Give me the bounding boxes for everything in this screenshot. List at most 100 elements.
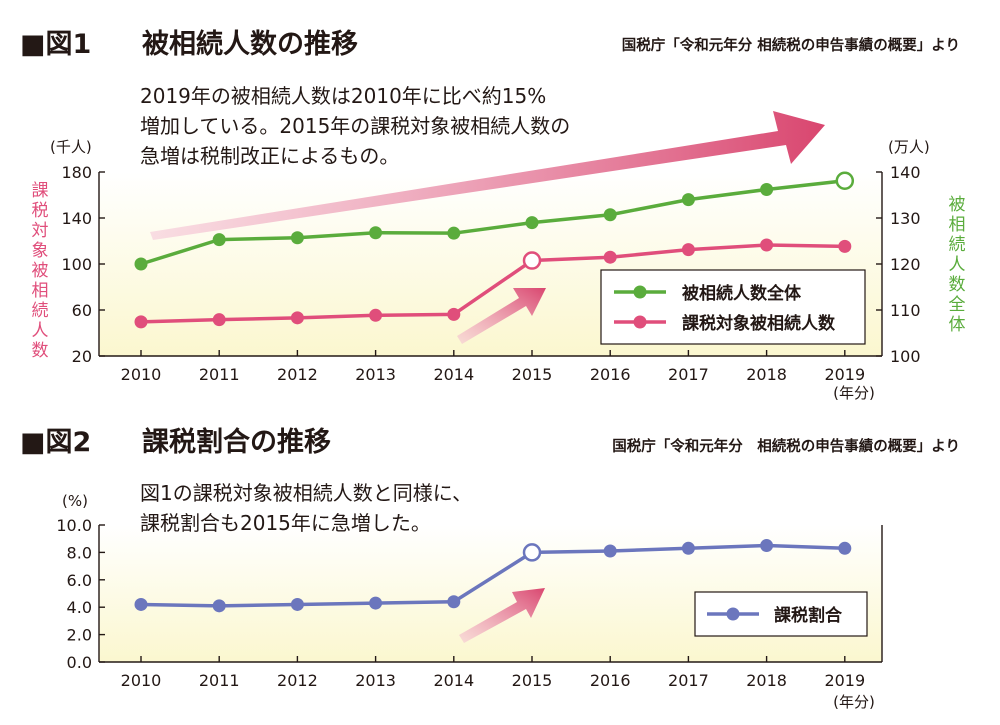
figure-1-series-1-point (369, 308, 383, 322)
figure-1-x-axis-unit: (年分) (833, 384, 875, 402)
figure-2-x-tick-label: 2012 (277, 671, 318, 690)
figure-2-jump-arrow (459, 588, 545, 643)
figure-1-right-tick-label: 120 (890, 255, 921, 274)
legend-marker-overall (633, 285, 647, 299)
figure-2-x-tick-label: 2015 (512, 671, 553, 690)
figure-1-series-1-point (134, 315, 148, 329)
figure-1-right-axis-label: 被相続人数全体 (949, 195, 966, 335)
figure-2-x-tick-label: 2010 (121, 671, 162, 690)
figure-2-series-0-point (447, 595, 461, 609)
figure-1-series-1-point (212, 313, 226, 327)
figure-2-y-axis-unit: (%) (62, 492, 88, 510)
figure-2-x-tick-label: 2013 (355, 671, 396, 690)
figure-1-x-tick-label: 2017 (668, 365, 709, 384)
figure-2-left-tick-label: 6.0 (67, 571, 92, 590)
figure-1-annotation-line-1: 2019年の被相続人数は2010年に比べ約15% (140, 84, 546, 108)
figure-1-x-tick-label: 2011 (199, 365, 240, 384)
figure-1-series-1-point (603, 250, 617, 264)
legend-label-tax-rate: 課税割合 (774, 605, 843, 626)
figure-1-label: ■図1 (20, 29, 91, 60)
legend-label-taxable: 課税対象被相続人数 (682, 313, 836, 334)
figure-2-annotation-line-2: 課税割合も2015年に急増した。 (140, 511, 431, 535)
figure-1-annotation-line-2: 増加している。2015年の課税対象被相続人数の (140, 114, 570, 138)
figure-2-axes (98, 525, 883, 663)
figure-1-left-tick-label: 20 (72, 347, 92, 366)
figure-1-series-1-line (140, 243, 845, 324)
figure-2-left-tick-label: 2.0 (67, 626, 92, 645)
figure-2-x-tick-label: 2019 (824, 671, 865, 690)
figure-1-x-tick-label: 2014 (433, 365, 474, 384)
figure-2-x-tick-label: 2018 (746, 671, 787, 690)
figure-2-left-tick-label: 0.0 (67, 653, 92, 672)
figure-1-right-tick-label: 110 (890, 301, 921, 320)
figure-1-series-0-point (760, 182, 774, 196)
figure-1-series-0-line (140, 179, 845, 266)
figure-2-series-0-point (369, 596, 383, 610)
figure-1-left-tick-label: 100 (61, 255, 92, 274)
figure-2-series-0-line (140, 543, 845, 608)
figure-1-series-1-point (681, 243, 695, 257)
figure-2-series-0-highlight-point (522, 543, 542, 562)
figure-1-x-tick-label: 2013 (355, 365, 396, 384)
figure-1-right-tick-label: 100 (890, 347, 921, 366)
figure-2-x-tick-label: 2017 (668, 671, 709, 690)
figure-1-x-tick-label: 2016 (590, 365, 631, 384)
figure-1-series-0-point (290, 231, 304, 245)
figure-1-series-0-point (525, 216, 539, 230)
figure-2-legend: 課税割合 (694, 591, 868, 637)
figure-1-x-tick-label: 2019 (824, 365, 865, 384)
figure-1-left-tick-label: 180 (61, 163, 92, 182)
figure-1-jump-arrow (457, 288, 546, 344)
figure-2-annotation-line-1: 図1の課税対象被相続人数と同様に、 (140, 481, 472, 505)
figure-2-x-tick-label: 2011 (199, 671, 240, 690)
figure-1-annotation-line-3: 急増は税制改正によるもの。 (140, 144, 399, 168)
figure-2-label: ■図2 (20, 427, 91, 458)
legend-label-overall: 被相続人数全体 (682, 283, 802, 304)
figure-1-x-tick-label: 2018 (746, 365, 787, 384)
figure-2-series-0-point (603, 544, 617, 558)
legend-marker-tax-rate (726, 607, 740, 621)
figure-1-left-tick-label: 140 (61, 209, 92, 228)
figure-1-x-tick-label: 2015 (512, 365, 553, 384)
figure-2-left-tick-label: 4.0 (67, 598, 92, 617)
figure-1-series-1-highlight-point (522, 251, 542, 270)
figure-1-left-axis-label: 課税対象被相続人数 (32, 181, 49, 361)
legend-marker-taxable (633, 315, 647, 329)
figure-1-trend-arrow (150, 111, 825, 240)
figure-2-series-0-point (134, 597, 148, 611)
figure-1-legend-box (600, 269, 866, 345)
figure-1-series-1-point (760, 238, 774, 252)
figure-1-series-0-point (134, 257, 148, 271)
figure-1-legend: 被相続人数全体 課税対象被相続人数 (600, 269, 866, 345)
figure-2-source: 国税庁「令和元年分 相続税の申告事績の概要」より (612, 437, 960, 455)
figure-2-series-0-point (212, 599, 226, 613)
figure-1-right-tick-label: 130 (890, 209, 921, 228)
figure-1-series-1-point (290, 311, 304, 325)
figure-2-series-0-point (290, 597, 304, 611)
figure-1: ■図1 被相続人数の推移 国税庁「令和元年分 相続税の申告事績の概要」より 20… (20, 29, 966, 402)
figure-1-series-0-point (369, 226, 383, 240)
figure-1-series-0-point (447, 226, 461, 240)
figure-1-series-0-highlight-point (835, 171, 855, 190)
figure-1-series-1-point (838, 239, 852, 253)
figure-1-series-0-point (212, 233, 226, 247)
figure-1-x-tick-label: 2010 (121, 365, 162, 384)
figure-1-series-1-point (447, 307, 461, 321)
figure-1-right-axis-unit: (万人) (888, 138, 930, 156)
figure-2-left-tick-label: 8.0 (67, 543, 92, 562)
figure-2-series-0-point (760, 539, 774, 553)
figure-1-series-0-point (603, 208, 617, 222)
figure-1-series-0-point (681, 193, 695, 207)
figure-2-series-0-point (838, 541, 852, 555)
figure-2-left-tick-label: 10.0 (56, 516, 92, 535)
figure-1-left-axis-unit: (千人) (50, 138, 92, 156)
figure-1-x-tick-label: 2012 (277, 365, 318, 384)
figure-1-left-tick-label: 60 (72, 301, 92, 320)
figure-2-x-tick-label: 2016 (590, 671, 631, 690)
figure-2-series-0-point (681, 541, 695, 555)
figure-2-x-tick-label: 2014 (433, 671, 474, 690)
figure-2-x-axis-unit: (年分) (833, 693, 875, 711)
figure-1-right-tick-label: 140 (890, 163, 921, 182)
figure-1-title: 被相続人数の推移 (142, 29, 358, 60)
